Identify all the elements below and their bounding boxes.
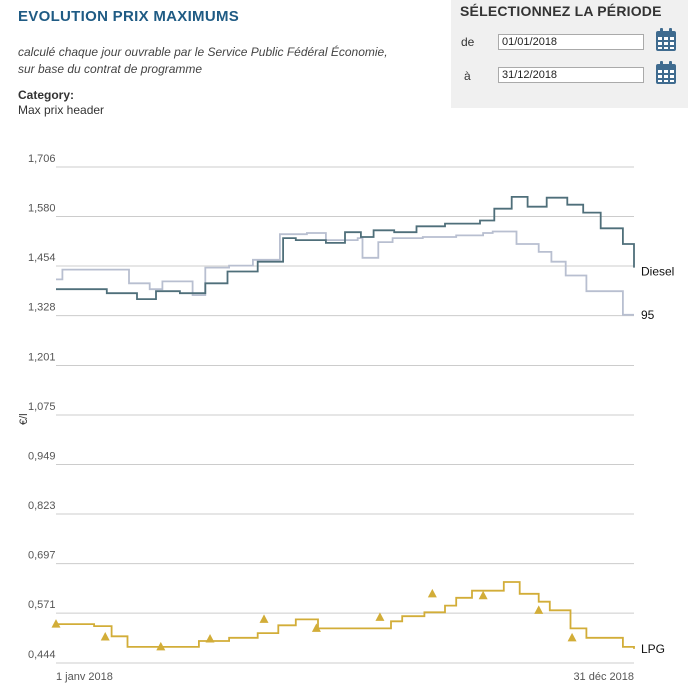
y-tick-label: 1,580 [28, 203, 56, 215]
lpg-marker [375, 612, 385, 621]
calendar-icon[interactable] [655, 28, 677, 52]
y-tick-label: 0,697 [28, 550, 56, 562]
price-chart: 1,706 1,580 1,454 1,328 1,201 1,075 0,949 0,823… [18, 153, 674, 683]
lpg-marker [259, 614, 269, 623]
y-axis-label: €/l [18, 413, 30, 425]
from-label: de [461, 35, 475, 49]
y-tick-label: 0,949 [28, 451, 56, 463]
y-tick-label: 1,328 [28, 302, 56, 314]
series-line-lpg [56, 581, 635, 649]
y-tick-label: 1,075 [28, 401, 56, 413]
lpg-marker [567, 632, 577, 642]
lpg-marker [205, 634, 215, 643]
category-label: Category: [18, 88, 75, 102]
y-tick-label: 0,571 [28, 599, 56, 611]
x-tick-label: 1 janv 2018 [56, 671, 113, 683]
lpg-marker [51, 619, 61, 628]
calendar-icon[interactable] [655, 61, 677, 85]
x-tick-label: 31 déc 2018 [573, 671, 634, 683]
lpg-marker [156, 641, 166, 651]
period-title: SÉLECTIONNEZ LA PÉRIODE [460, 3, 662, 19]
series-label-lpg: LPG [641, 642, 665, 656]
subtitle-line-2: sur base du contrat de programme [18, 62, 203, 76]
page-title: EVOLUTION PRIX MAXIMUMS [18, 8, 240, 25]
y-tick-label: 0,823 [28, 500, 56, 512]
series-line-diesel [56, 196, 635, 300]
y-tick-label: 1,201 [28, 351, 56, 363]
period-selector: SÉLECTIONNEZ LA PÉRIODE de à [451, 0, 688, 108]
subtitle-line-1: calculé chaque jour ouvrable par le Serv… [18, 45, 388, 59]
y-tick-label: 1,706 [28, 153, 56, 165]
series-label-diesel: Diesel [641, 265, 674, 279]
y-tick-label: 1,454 [28, 252, 56, 264]
y-tick-label: 0,444 [28, 649, 56, 661]
to-date-input[interactable] [498, 67, 644, 83]
subtitle: calculé chaque jour ouvrable par le Serv… [18, 44, 438, 78]
from-date-input[interactable] [498, 34, 644, 50]
category-value: Max prix header [18, 103, 105, 117]
lpg-marker [427, 588, 437, 598]
to-label: à [464, 69, 471, 83]
lpg-marker [311, 623, 321, 632]
series-line-gasoline-95 [56, 230, 634, 316]
series-label-gasoline-95: 95 [641, 308, 655, 322]
lpg-marker [100, 632, 110, 641]
lpg-marker [478, 590, 488, 600]
lpg-marker [534, 605, 544, 614]
